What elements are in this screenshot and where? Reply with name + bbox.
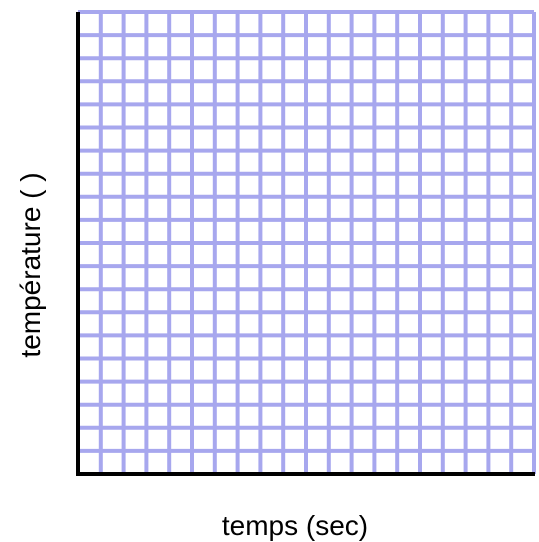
y-axis-label: température ( ) bbox=[15, 172, 46, 357]
grid-lines bbox=[76, 10, 536, 476]
x-axis-label: temps (sec) bbox=[222, 510, 368, 541]
